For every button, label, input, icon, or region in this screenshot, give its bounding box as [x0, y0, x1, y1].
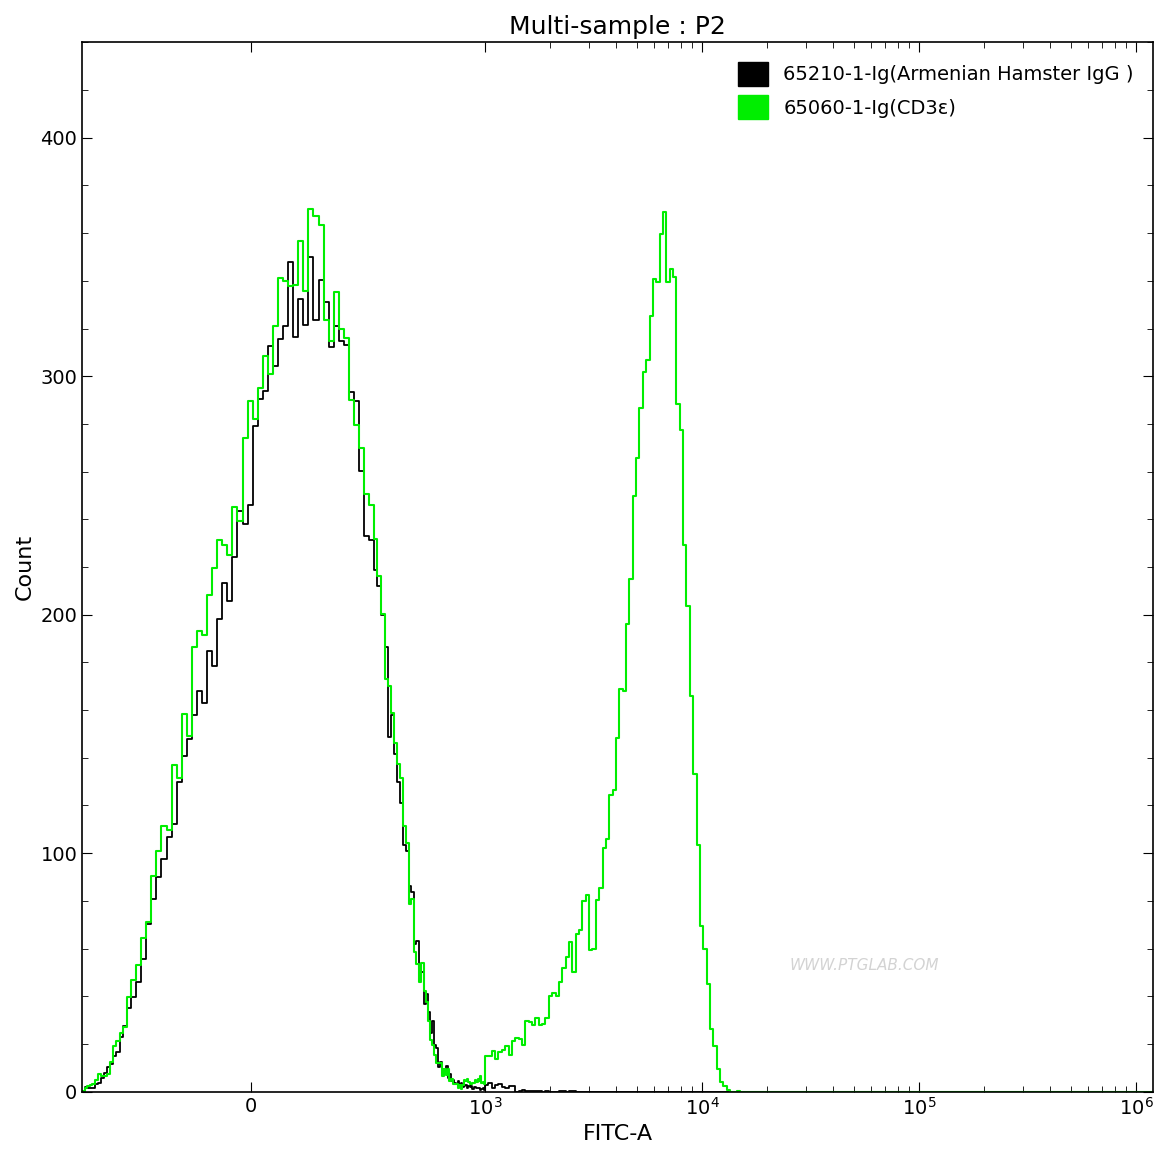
- Title: Multi-sample : P2: Multi-sample : P2: [509, 15, 726, 39]
- X-axis label: FITC-A: FITC-A: [583, 1124, 652, 1144]
- Y-axis label: Count: Count: [15, 534, 35, 600]
- Legend: 65210-1-Ig(Armenian Hamster IgG ), 65060-1-Ig(CD3ε): 65210-1-Ig(Armenian Hamster IgG ), 65060…: [728, 52, 1143, 129]
- Text: WWW.PTGLAB.COM: WWW.PTGLAB.COM: [789, 958, 939, 974]
